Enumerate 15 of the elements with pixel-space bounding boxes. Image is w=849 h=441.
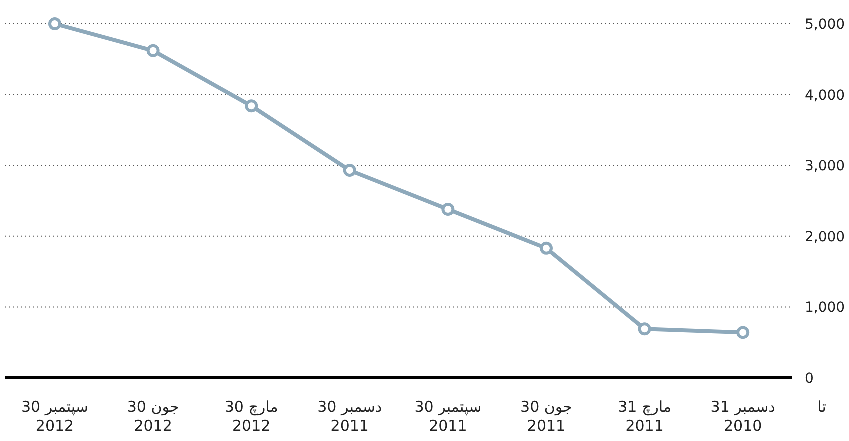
point bbox=[736, 326, 750, 340]
y-tick-label: 0 bbox=[805, 371, 814, 387]
point bbox=[245, 100, 258, 113]
point bbox=[146, 44, 160, 58]
point bbox=[48, 18, 62, 30]
point bbox=[343, 164, 356, 178]
y-tick-label: 3,000 bbox=[805, 158, 846, 175]
y-tick-label: 4,000 bbox=[805, 88, 846, 104]
x-axis-title: تا bbox=[818, 398, 826, 416]
point bbox=[540, 242, 553, 255]
y-tick-label: 5,000 bbox=[805, 17, 846, 33]
y-tick-label: 1,000 bbox=[805, 300, 846, 316]
point bbox=[442, 202, 455, 216]
point bbox=[638, 322, 652, 336]
y-tick-label: 2,000 bbox=[805, 229, 846, 246]
